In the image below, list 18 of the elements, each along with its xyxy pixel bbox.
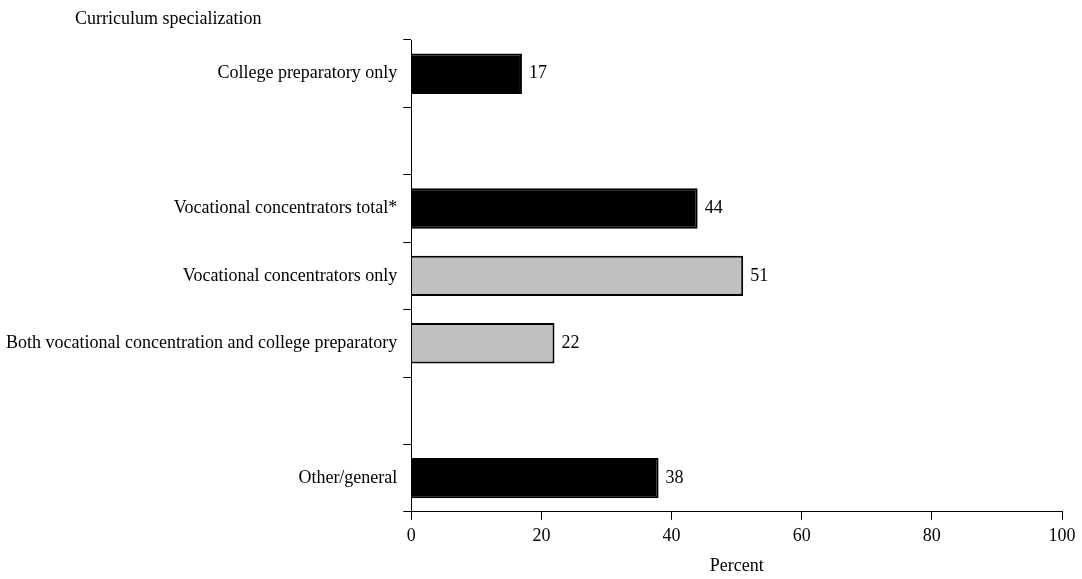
data-label: 44: [704, 197, 723, 218]
y-tick-label: Vocational concentrators only: [182, 264, 398, 285]
x-tick-label: 0: [406, 525, 416, 546]
y-axis-title: Curriculum specialization: [75, 8, 262, 29]
data-label: 38: [665, 466, 684, 487]
x-tick-label: 60: [792, 525, 811, 546]
data-label: 51: [750, 264, 769, 285]
x-tick-label: 40: [662, 525, 681, 546]
y-tick-label: Other/general: [298, 466, 398, 487]
x-tick-label: 100: [1048, 525, 1076, 546]
data-label: 17: [528, 62, 547, 83]
data-label: 22: [561, 332, 580, 353]
x-tick-label: 80: [922, 525, 941, 546]
y-tick-label: Vocational concentrators total*: [173, 197, 398, 218]
x-tick-label: 20: [532, 525, 551, 546]
y-tick-label: Both vocational concentration and college preparatory: [6, 332, 398, 353]
x-axis-title: Percent: [709, 554, 764, 575]
y-tick-label: College preparatory only: [217, 62, 398, 83]
